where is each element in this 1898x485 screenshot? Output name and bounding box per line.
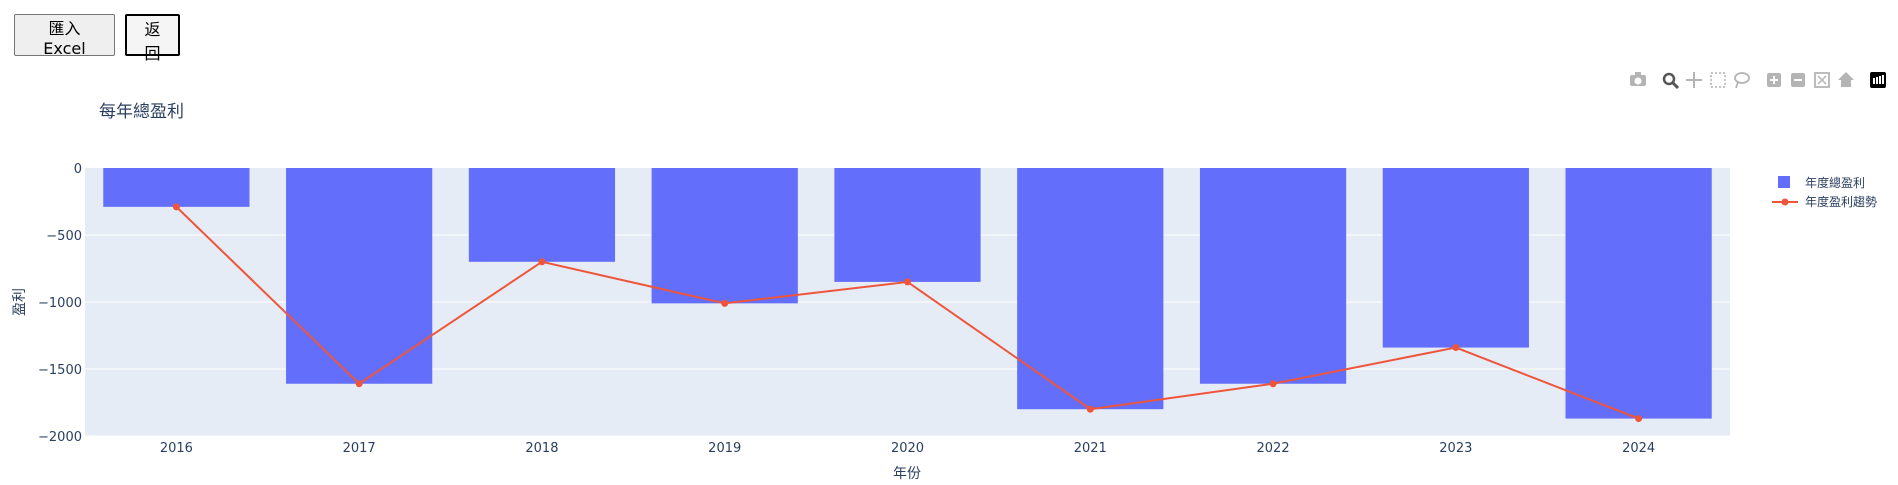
bar[interactable] xyxy=(1382,168,1529,348)
back-button[interactable]: 返回 xyxy=(125,14,180,63)
zoom-in-icon[interactable] xyxy=(1767,73,1781,87)
line-point[interactable] xyxy=(1086,405,1094,413)
import-excel-button[interactable]: 匯入 Excel xyxy=(14,14,115,58)
y-tick-label: −1000 xyxy=(38,296,82,311)
legend-label[interactable]: 年度總盈利 xyxy=(1805,175,1865,190)
line-point[interactable] xyxy=(172,203,180,211)
x-tick-label: 2018 xyxy=(525,441,558,456)
line-point[interactable] xyxy=(721,299,729,307)
bar-series xyxy=(103,168,1712,419)
pan-icon[interactable] xyxy=(1686,72,1702,88)
home-icon[interactable] xyxy=(1838,72,1854,87)
bar[interactable] xyxy=(651,168,798,304)
bar[interactable] xyxy=(286,168,433,384)
zoom-out-icon[interactable] xyxy=(1791,73,1805,87)
chart-title: 每年總盈利 xyxy=(99,102,184,122)
line-point[interactable] xyxy=(904,278,911,286)
bar[interactable] xyxy=(1199,168,1347,384)
legend-bar-swatch xyxy=(1778,176,1790,188)
legend-line-marker xyxy=(1781,198,1789,206)
legend-label[interactable]: 年度盈利趨勢 xyxy=(1805,194,1877,209)
line-series xyxy=(172,203,1643,423)
line-point[interactable] xyxy=(538,258,546,266)
line-point[interactable] xyxy=(1269,380,1277,388)
x-axis-label: 年份 xyxy=(893,466,921,482)
y-axis-label: 盈利 xyxy=(12,288,28,316)
line-point[interactable] xyxy=(1635,415,1643,423)
plotly-logo-icon[interactable] xyxy=(1870,72,1886,88)
x-tick-label: 2019 xyxy=(708,441,741,456)
x-tick-label: 2023 xyxy=(1439,441,1472,456)
box-select-icon[interactable] xyxy=(1710,72,1726,88)
y-tick-label: −1500 xyxy=(38,363,82,378)
bar[interactable] xyxy=(103,168,250,207)
autoscale-icon[interactable] xyxy=(1814,72,1830,88)
y-tick-label: −2000 xyxy=(38,430,82,445)
bar[interactable] xyxy=(1565,168,1712,419)
bar[interactable] xyxy=(1017,168,1164,410)
x-tick-label: 2020 xyxy=(891,441,924,456)
zoom-icon[interactable] xyxy=(1662,72,1680,90)
y-axis-ticks: 0 −500 −1000 −1500 −2000 xyxy=(38,162,82,445)
line-point[interactable] xyxy=(1452,344,1460,352)
x-tick-label: 2016 xyxy=(160,441,193,456)
camera-icon[interactable] xyxy=(1630,72,1646,86)
line-point[interactable] xyxy=(355,380,363,388)
y-tick-label: −500 xyxy=(46,229,82,244)
y-tick-label: 0 xyxy=(74,162,82,177)
bar[interactable] xyxy=(468,168,616,262)
x-tick-label: 2017 xyxy=(343,441,376,456)
x-tick-label: 2024 xyxy=(1622,441,1655,456)
modebar xyxy=(1630,72,1886,90)
x-tick-label: 2021 xyxy=(1074,441,1107,456)
x-tick-label: 2022 xyxy=(1257,441,1290,456)
lasso-select-icon[interactable] xyxy=(1734,72,1750,89)
x-axis-ticks: 2016 2017 2018 2019 2020 2021 2022 2023 2024 xyxy=(160,441,1655,456)
bar[interactable] xyxy=(834,168,981,282)
